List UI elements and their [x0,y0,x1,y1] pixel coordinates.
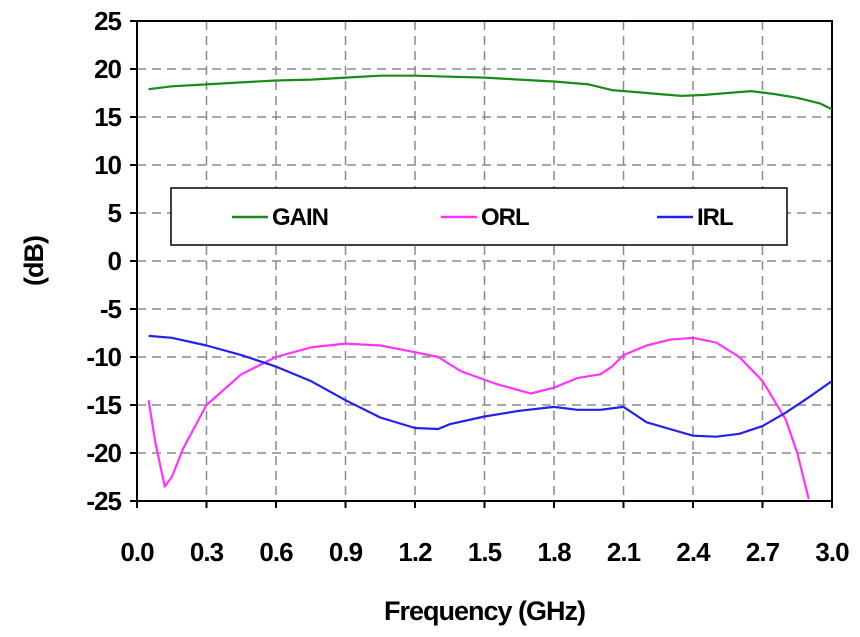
series-line-orl [147,336,810,500]
x-tick-label: 0.3 [190,537,224,567]
series-line-irl [148,334,833,438]
y-tick-label: -15 [86,390,121,420]
y-tick-label: 0 [108,246,122,276]
x-tick-label: 2.7 [746,537,780,567]
y-tick-label: 15 [94,102,121,132]
legend-label-gain: GAIN [272,204,328,231]
x-tick-label: 0.6 [259,537,293,567]
y-axis-title: (dB) [19,236,49,286]
y-tick-label: -20 [86,438,121,468]
y-tick-label: -25 [86,486,121,516]
legend: GAIN ORL IRL [170,187,788,246]
x-tick-label: 2.1 [607,537,641,567]
y-tick-label: 25 [94,6,121,36]
series-group [147,74,833,500]
y-tick-label: 20 [94,54,121,84]
x-tick-label: 1.8 [537,537,571,567]
legend-label-irl: IRL [697,204,733,231]
grid-lines [137,21,832,501]
series-line-gain [148,74,833,111]
x-tick-label: 2.4 [676,537,711,567]
x-tick-label: 1.5 [468,537,502,567]
x-tick-label: 0.9 [329,537,363,567]
y-tick-label: 5 [108,198,122,228]
y-tick-label: -5 [100,294,122,324]
x-tick-label: 1.2 [398,537,432,567]
axes: 0.0 0.3 0.6 0.9 1.2 1.5 1.8 2.1 2.4 2.7 3.0 25 20 15 1… [86,6,850,567]
x-tick-label: 3.0 [815,537,849,567]
legend-label-orl: ORL [481,204,529,231]
x-tick-label: 0.0 [120,537,154,567]
y-tick-label: -10 [86,342,121,372]
x-axis-title: Frequency (GHz) [384,596,585,626]
y-tick-label: 10 [94,150,121,180]
